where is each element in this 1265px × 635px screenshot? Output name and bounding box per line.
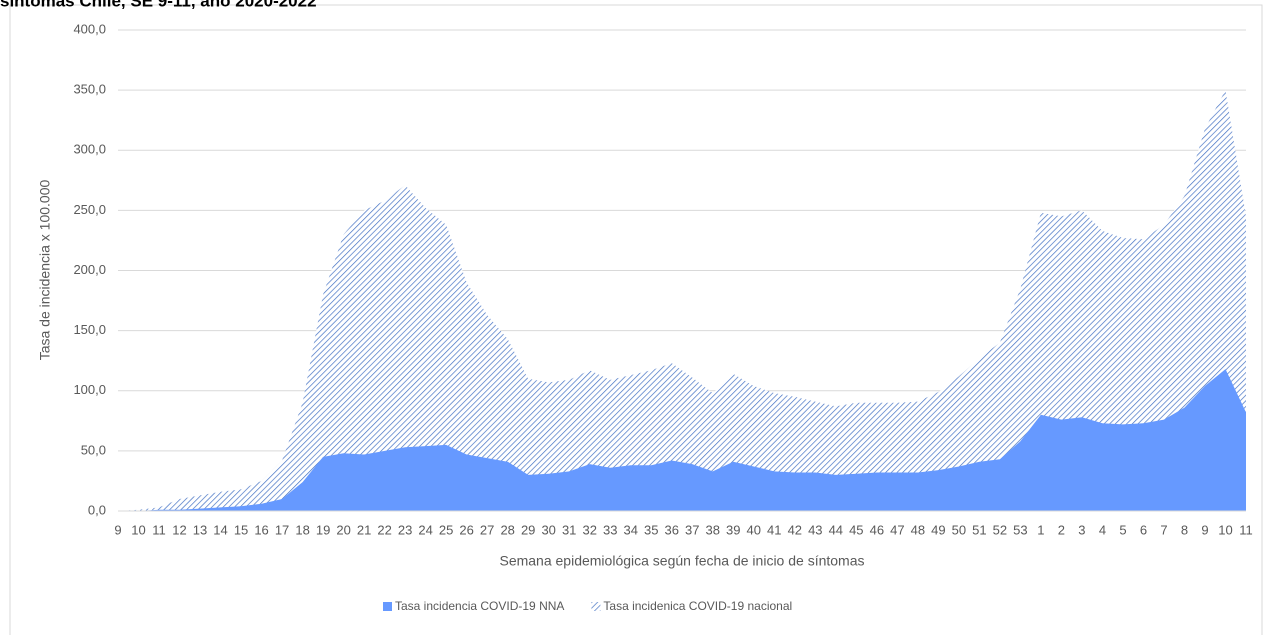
x-tick-label: 29 — [521, 522, 535, 537]
x-tick-label: 4 — [1099, 522, 1106, 537]
x-tick-label: 24 — [418, 522, 432, 537]
x-tick-label: 6 — [1140, 522, 1147, 537]
x-tick-label: 28 — [500, 522, 514, 537]
x-tick-label: 47 — [890, 522, 904, 537]
x-tick-label: 14 — [213, 522, 227, 537]
x-tick-label: 15 — [234, 522, 248, 537]
x-tick-label: 10 — [131, 522, 145, 537]
x-tick-label: 17 — [275, 522, 289, 537]
x-tick-label: 52 — [993, 522, 1007, 537]
x-tick-label: 44 — [829, 522, 843, 537]
x-tick-label: 11 — [1239, 522, 1253, 537]
y-tick-label: 300,0 — [73, 142, 106, 157]
x-tick-label: 23 — [398, 522, 412, 537]
x-tick-label: 5 — [1119, 522, 1126, 537]
legend-label: Tasa incidencia COVID-19 NNA — [395, 599, 564, 613]
x-tick-label: 16 — [254, 522, 268, 537]
y-tick-label: 350,0 — [73, 82, 106, 97]
x-tick-label: 40 — [747, 522, 761, 537]
x-tick-label: 50 — [952, 522, 966, 537]
x-tick-label: 43 — [808, 522, 822, 537]
x-tick-label: 51 — [972, 522, 986, 537]
x-tick-label: 21 — [357, 522, 371, 537]
legend-swatch — [383, 602, 392, 611]
x-tick-label: 45 — [849, 522, 863, 537]
x-tick-label: 9 — [1201, 522, 1208, 537]
x-tick-label: 38 — [706, 522, 720, 537]
x-tick-label: 1 — [1037, 522, 1044, 537]
y-tick-label: 100,0 — [73, 382, 106, 397]
x-tick-label: 20 — [336, 522, 350, 537]
x-tick-label: 34 — [623, 522, 637, 537]
x-axis-title: Semana epidemiológica según fecha de ini… — [499, 553, 864, 569]
x-tick-label: 35 — [644, 522, 658, 537]
x-tick-label: 3 — [1078, 522, 1085, 537]
x-tick-label: 26 — [459, 522, 473, 537]
x-tick-label: 49 — [931, 522, 945, 537]
y-tick-label: 50,0 — [81, 442, 106, 457]
x-tick-label: 8 — [1181, 522, 1188, 537]
y-tick-label: 200,0 — [73, 262, 106, 277]
x-tick-label: 2 — [1058, 522, 1065, 537]
x-tick-label: 42 — [788, 522, 802, 537]
legend-label: Tasa incidenica COVID-19 nacional — [603, 599, 792, 613]
x-tick-label: 37 — [685, 522, 699, 537]
chart-title: síntomas Chile, SE 9-11, año 2020-2022 — [0, 0, 317, 10]
area — [118, 369, 1246, 511]
y-tick-label: 0,0 — [88, 502, 106, 517]
area — [118, 90, 1246, 511]
x-tick-label: 33 — [603, 522, 617, 537]
x-tick-label: 12 — [172, 522, 186, 537]
x-tick-label: 9 — [114, 522, 121, 537]
x-tick-label: 53 — [1013, 522, 1027, 537]
x-tick-label: 41 — [767, 522, 781, 537]
x-tick-label: 31 — [562, 522, 576, 537]
x-tick-label: 25 — [439, 522, 453, 537]
x-tick-label: 36 — [665, 522, 679, 537]
x-tick-label: 30 — [541, 522, 555, 537]
y-tick-label: 400,0 — [73, 21, 106, 36]
legend-swatch — [591, 602, 601, 611]
x-tick-label: 22 — [377, 522, 391, 537]
x-tick-label: 18 — [295, 522, 309, 537]
x-tick-label: 39 — [726, 522, 740, 537]
x-tick-label: 11 — [152, 522, 166, 537]
x-tick-label: 46 — [870, 522, 884, 537]
x-tick-label: 32 — [582, 522, 596, 537]
x-tick-label: 27 — [480, 522, 494, 537]
x-tick-label: 7 — [1160, 522, 1167, 537]
y-tick-label: 250,0 — [73, 202, 106, 217]
y-tick-label: 150,0 — [73, 322, 106, 337]
x-tick-label: 19 — [316, 522, 330, 537]
x-tick-label: 48 — [911, 522, 925, 537]
x-tick-label: 13 — [193, 522, 207, 537]
x-tick-label: 10 — [1218, 522, 1232, 537]
y-axis-title: Tasa de incidencia x 100.000 — [37, 180, 53, 361]
